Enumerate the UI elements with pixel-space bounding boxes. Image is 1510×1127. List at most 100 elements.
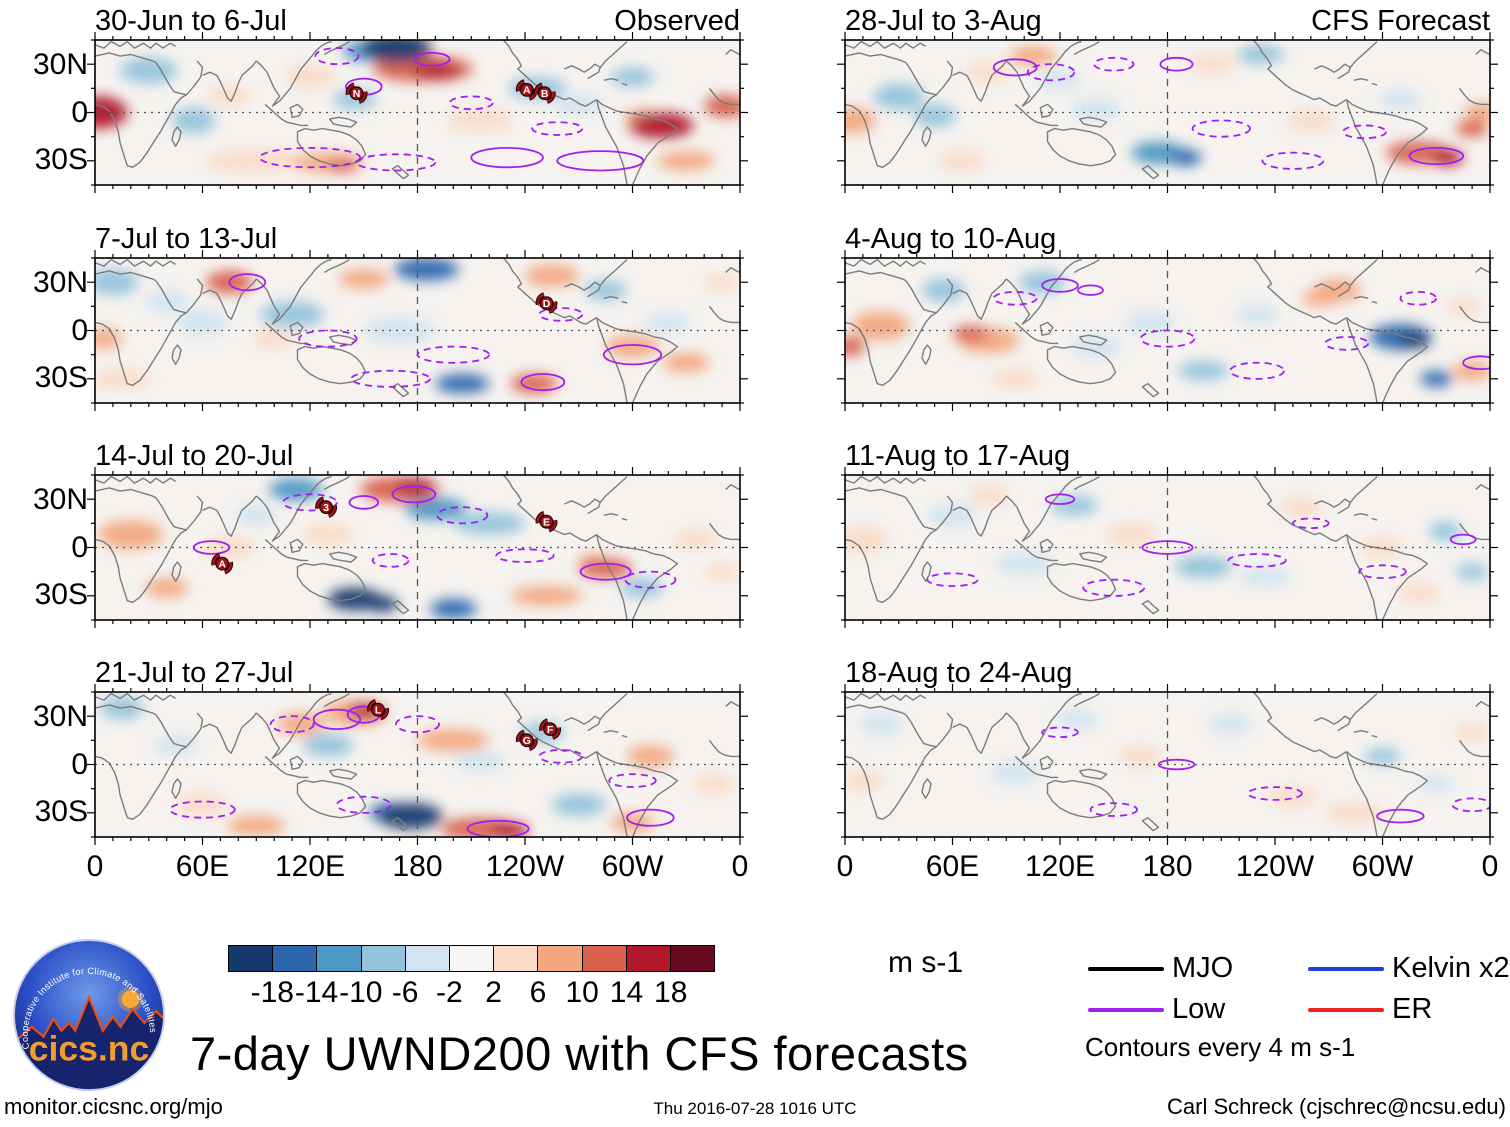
svg-text:G: G <box>523 735 531 747</box>
map-canvas: L F G <box>87 684 748 845</box>
panel-corner-label: Observed <box>614 5 740 37</box>
logo-ridge-line <box>14 994 164 1044</box>
logo-mountains <box>14 997 164 1090</box>
colorbar-segment <box>361 946 406 971</box>
map-canvas: 3 E A <box>87 467 748 628</box>
panel-title-row: 30-Jun to 6-Jul Observed <box>95 2 740 37</box>
map-panel <box>837 250 1498 411</box>
contour-interval-note: Contours every 4 m s-1 <box>1085 1032 1356 1062</box>
figure-title: 7-day UWND200 with CFS forecasts <box>190 1027 969 1080</box>
tropical-cyclone-marker: A <box>211 552 234 575</box>
footer-timestamp: Thu 2016-07-28 1016 UTC <box>653 1099 857 1118</box>
map-canvas <box>837 32 1498 193</box>
lon-tick-label: 180 <box>1142 850 1193 883</box>
colorbar-tick-label: -14 <box>294 976 339 1009</box>
legend-label-kelvin: Kelvin x2 <box>1392 952 1510 984</box>
tropical-cyclone-marker: E <box>535 511 558 533</box>
lon-tick-label: 60E <box>175 850 230 883</box>
colorbar-segment <box>626 946 671 971</box>
svg-text:3: 3 <box>323 502 329 514</box>
tropical-cyclone-marker: G <box>515 729 538 751</box>
lat-tick-label: 30S <box>34 578 88 612</box>
colorbar-units: m s-1 <box>888 946 963 979</box>
svg-text:N: N <box>353 88 361 100</box>
panel-title-row: 7-Jul to 13-Jul <box>95 220 740 255</box>
colorbar-tick-label: 18 <box>654 976 688 1009</box>
colorbar-segment <box>273 946 318 971</box>
lon-tick-label: 60W <box>601 850 664 883</box>
lon-tick-label: 0 <box>86 850 104 883</box>
map-panel <box>837 684 1498 845</box>
lat-tick-label: 0 <box>71 95 88 129</box>
map-panel: L F G <box>87 684 748 845</box>
legend-line-kelvin <box>1308 967 1384 971</box>
colorbar-tick-label: 10 <box>565 976 599 1009</box>
map-panel: D <box>87 250 748 411</box>
lat-tick-label: 0 <box>71 313 88 347</box>
colorbar-tick-label: 14 <box>609 976 644 1009</box>
colorbar-segment <box>405 946 450 971</box>
panel-title: 14-Jul to 20-Jul <box>95 440 294 472</box>
colorbar-segment <box>582 946 627 971</box>
lat-tick-label: 30N <box>32 699 88 733</box>
panel-title-row: 21-Jul to 27-Jul <box>95 654 740 689</box>
lon-tick-label: 120W <box>1235 850 1315 883</box>
colorbar-tick-label: -2 <box>436 976 463 1009</box>
tropical-cyclone-marker: F <box>539 718 562 740</box>
svg-text:F: F <box>547 724 554 736</box>
lon-tick-label: 0 <box>1481 850 1499 883</box>
panel-title: 30-Jun to 6-Jul <box>95 5 287 37</box>
footer-url: monitor.cicsnc.org/mjo <box>4 1094 223 1119</box>
lat-tick-label: 30S <box>34 361 88 395</box>
map-canvas <box>837 684 1498 845</box>
svg-text:E: E <box>543 517 550 529</box>
svg-text:D: D <box>543 298 551 310</box>
cicsnc-logo: Cooperative Institute for Climate and Sa… <box>12 938 166 1092</box>
panel-title: 7-Jul to 13-Jul <box>95 223 278 255</box>
legend-label-er: ER <box>1392 993 1433 1025</box>
lon-tick-label: 60E <box>925 850 980 883</box>
lon-tick-label: 120E <box>274 850 346 883</box>
tropical-cyclone-marker: L <box>367 699 390 721</box>
lat-tick-label: 30N <box>32 482 88 516</box>
map-panel <box>837 32 1498 193</box>
lat-tick-label: 30N <box>32 265 88 299</box>
legend-label-low: Low <box>1172 993 1226 1025</box>
svg-text:A: A <box>218 558 226 570</box>
svg-text:A: A <box>523 85 531 97</box>
legend-line-mjo <box>1088 967 1164 971</box>
colorbar-segment <box>449 946 495 971</box>
legend-line-low <box>1088 1008 1164 1012</box>
panel-title: 4-Aug to 10-Aug <box>845 223 1057 255</box>
footer-credit: Carl Schreck (cjschrec@ncsu.edu) <box>1167 1094 1506 1119</box>
lon-tick-label: 0 <box>731 850 749 883</box>
lat-tick-label: 30S <box>34 143 88 177</box>
lat-tick-label: 0 <box>71 747 88 781</box>
colorbar-tick-label: -10 <box>339 976 383 1009</box>
lat-tick-label: 30N <box>32 47 88 81</box>
colorbar-segment <box>317 946 362 971</box>
colorbar-segment <box>229 946 274 971</box>
colorbar-tick-label: 6 <box>529 976 547 1009</box>
panel-title-row: 11-Aug to 17-Aug <box>845 437 1490 472</box>
svg-text:L: L <box>375 705 382 717</box>
logo-wordmark: cics.nc <box>29 1028 150 1068</box>
tropical-cyclone-marker: B <box>533 82 556 104</box>
lat-tick-label: 30S <box>34 795 88 829</box>
panel-title-row: 4-Aug to 10-Aug <box>845 220 1490 255</box>
colorbar-segment <box>494 946 539 971</box>
map-canvas: D <box>87 250 748 411</box>
tropical-cyclone-marker: N <box>345 82 368 104</box>
lon-tick-label: 60W <box>1351 850 1414 883</box>
colorbar-segment <box>538 946 583 971</box>
map-panel: 3 E A <box>87 467 748 628</box>
panel-title: 11-Aug to 17-Aug <box>845 440 1071 472</box>
panel-title: 18-Aug to 24-Aug <box>845 657 1073 689</box>
map-canvas <box>837 250 1498 411</box>
lon-tick-label: 120W <box>485 850 565 883</box>
colorbar-segment <box>670 946 715 971</box>
panel-title-row: 18-Aug to 24-Aug <box>845 654 1490 689</box>
panel-title-row: 14-Jul to 20-Jul <box>95 437 740 472</box>
